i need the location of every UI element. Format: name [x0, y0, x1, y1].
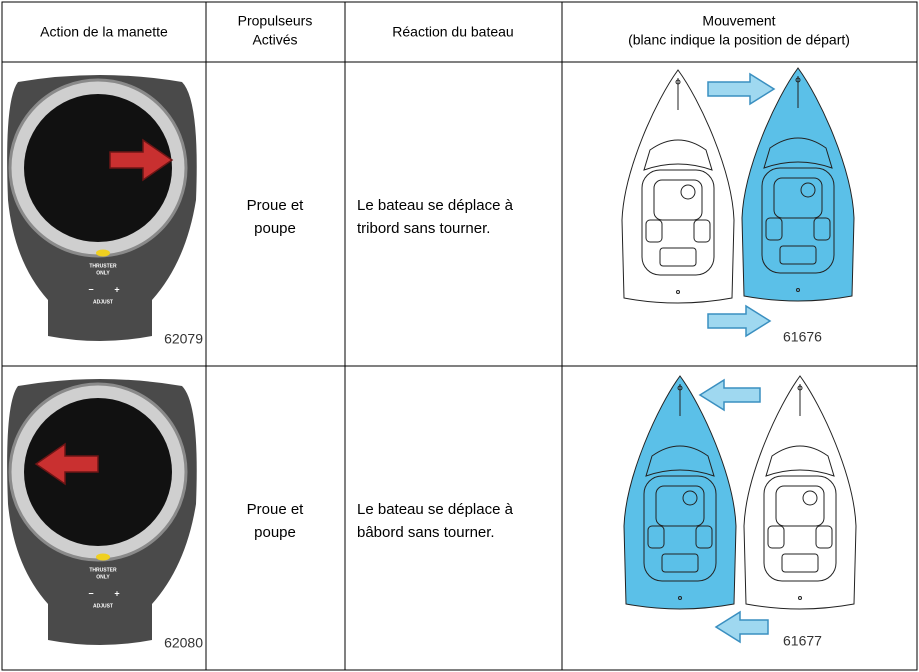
joystick-label: ONLY	[96, 574, 110, 580]
joystick-label: ADJUST	[93, 299, 113, 305]
table-row: THRUSTER ONLY − + ADJUST 62080 Proue et …	[7, 375, 857, 651]
joystick-label: +	[114, 588, 119, 598]
joystick-image: THRUSTER ONLY − + ADJUST	[7, 75, 197, 341]
thrusters-text: poupe	[254, 220, 296, 237]
reaction-text: Le bateau se déplace à	[357, 501, 514, 518]
joystick-label: +	[114, 284, 119, 294]
thrusters-text: Proue et	[247, 197, 305, 214]
reaction-text: Le bateau se déplace à	[357, 197, 514, 214]
joystick-label: ONLY	[96, 270, 110, 276]
joystick-label: ADJUST	[93, 603, 113, 609]
thrusters-text: Proue et	[247, 501, 305, 518]
table-row: THRUSTER ONLY − + ADJUST 62079 Proue et …	[7, 67, 855, 347]
figure-number: 62079	[164, 331, 203, 347]
joystick-label: THRUSTER	[89, 263, 117, 269]
figure-number: 62080	[164, 635, 203, 651]
header-cell: Réaction du bateau	[392, 24, 513, 40]
joystick-label: THRUSTER	[89, 567, 117, 573]
header-cell: Propulseurs	[238, 13, 313, 29]
reaction-text: bâbord sans tourner.	[357, 524, 495, 541]
joystick-image: THRUSTER ONLY − + ADJUST	[7, 379, 197, 645]
header-cell: Action de la manette	[40, 24, 168, 40]
figure-number: 61677	[783, 633, 822, 649]
reaction-text: tribord sans tourner.	[357, 220, 490, 237]
header-cell: Activés	[252, 32, 297, 48]
header-cell: Mouvement	[702, 13, 775, 29]
joystick-label: −	[88, 588, 93, 598]
movement-image	[621, 67, 855, 338]
joystick-label: −	[88, 284, 93, 294]
movement-image	[623, 375, 857, 644]
header-cell: (blanc indique la position de départ)	[628, 32, 850, 48]
figure-number: 61676	[783, 329, 822, 345]
thrusters-text: poupe	[254, 524, 296, 541]
table-header: Action de la manette Propulseurs Activés…	[40, 13, 850, 48]
